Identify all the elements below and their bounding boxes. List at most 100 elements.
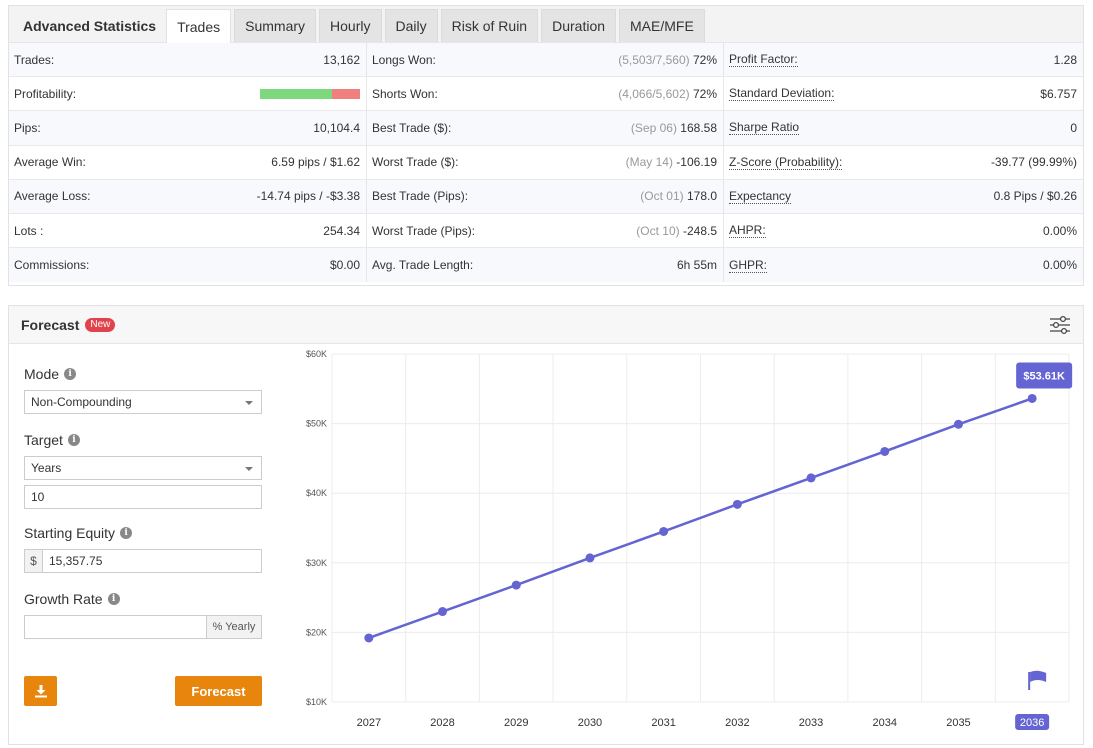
starting-equity-value: 15,357.75: [49, 554, 103, 568]
stat-label: Average Win:: [14, 155, 86, 170]
stat-label: Avg. Trade Length:: [372, 258, 474, 273]
stat-label: Pips:: [14, 120, 41, 135]
mode-select[interactable]: Non-Compounding: [24, 390, 262, 414]
end-value-callout: [1016, 362, 1073, 389]
x-axis-ticks: 2027 2028 2029 2030 2031 2032 2033 2034 2035 2036: [357, 714, 1050, 730]
stat-value: 6h 55m: [676, 258, 717, 273]
tab-duration[interactable]: Duration: [541, 9, 617, 42]
data-point: [953, 419, 963, 429]
info-icon[interactable]: i: [107, 593, 120, 605]
stat-label-help[interactable]: Standard Deviation:: [729, 86, 835, 102]
stat-row-expectancy: Expectancy 0.8 Pips / $0.26: [724, 179, 1083, 214]
x-tick-label: 2029: [504, 717, 528, 729]
stat-label: Best Trade (Pips):: [372, 189, 469, 204]
growth-rate-input[interactable]: % Yearly: [24, 615, 262, 639]
data-point: [1027, 393, 1037, 403]
tab-trades[interactable]: Trades: [166, 9, 232, 43]
x-tick-label: 2032: [725, 717, 749, 729]
stat-value: $0.00: [329, 258, 360, 273]
y-tick-label: $20K: [306, 627, 327, 637]
stat-label: Longs Won:: [372, 52, 436, 67]
tab-risk-of-ruin[interactable]: Risk of Ruin: [440, 9, 539, 42]
y-axis-ticks: $10K $20K $30K $40K $50K $60K: [306, 349, 327, 707]
stat-row-trades: Trades: 13,162: [9, 43, 366, 78]
chart-grid: [331, 353, 1070, 703]
target-unit-value: Years: [31, 461, 62, 475]
stat-label: Worst Trade ($):: [372, 155, 459, 170]
target-label: Target i: [24, 431, 264, 449]
tab-mae-mfe[interactable]: MAE/MFE: [619, 9, 705, 42]
forecast-series: [364, 393, 1037, 643]
target-label-text: Target: [24, 432, 63, 448]
forecast-line: [368, 397, 1033, 640]
target-value-input[interactable]: 10: [24, 485, 262, 509]
end-value-label: $53.61K: [1023, 370, 1065, 382]
stat-label: Lots :: [14, 223, 44, 238]
stat-label-help[interactable]: GHPR:: [729, 257, 768, 273]
x-tick-label: 2028: [430, 717, 454, 729]
stat-label-help[interactable]: Expectancy: [729, 188, 792, 204]
advanced-statistics-panel: Advanced Statistics Trades Summary Hourl…: [8, 5, 1084, 286]
stat-row-lots: Lots : 254.34: [9, 214, 366, 249]
stat-value: 1.28: [1053, 52, 1077, 67]
download-button[interactable]: [24, 676, 57, 706]
flag-icon: [1030, 670, 1047, 682]
stat-label-help[interactable]: Sharpe Ratio: [729, 120, 800, 136]
stat-label: Profitability:: [14, 86, 77, 101]
tab-hourly[interactable]: Hourly: [319, 9, 382, 42]
stat-row-average-loss: Average Loss: -14.74 pips / -$3.38: [9, 179, 366, 214]
stats-title: Advanced Statistics: [23, 17, 157, 34]
data-point: [364, 633, 374, 643]
settings-sliders-icon[interactable]: [1049, 315, 1071, 335]
stat-row-profit-factor: Profit Factor: 1.28: [724, 43, 1083, 78]
x-tick-label: 2035: [946, 717, 970, 729]
y-tick-label: $50K: [306, 419, 327, 429]
stat-label: Shorts Won:: [372, 86, 438, 101]
stat-value: 0.00%: [1042, 223, 1077, 238]
download-icon: [34, 685, 47, 698]
profitability-bar: [260, 88, 360, 99]
tab-summary[interactable]: Summary: [234, 9, 317, 42]
mode-label: Mode i: [24, 365, 264, 383]
stat-label-help[interactable]: Profit Factor:: [729, 52, 798, 68]
data-point: [585, 553, 595, 563]
stat-value: -248.5: [682, 223, 717, 238]
stat-row-best-trade-usd: Best Trade ($): (Sep 06) 168.58: [367, 111, 723, 146]
growth-rate-label-text: Growth Rate: [24, 591, 103, 607]
data-point: [438, 607, 448, 617]
x-tick-label: 2030: [578, 717, 602, 729]
tab-daily[interactable]: Daily: [384, 9, 438, 42]
starting-equity-label: Starting Equity i: [24, 524, 264, 542]
x-tick-label: 2031: [651, 717, 675, 729]
stat-value: $6.757: [1040, 86, 1077, 101]
data-point: [732, 499, 742, 509]
target-value-text: 10: [31, 490, 45, 504]
stat-detail: (Sep 06): [630, 120, 677, 135]
stat-label-help[interactable]: Z-Score (Probability):: [729, 154, 843, 170]
data-point: [511, 580, 521, 590]
stat-value: 0.8 Pips / $0.26: [993, 189, 1077, 204]
x-tick-label: 2033: [799, 717, 823, 729]
y-tick-label: $10K: [306, 697, 327, 707]
stat-value: 10,104.4: [313, 120, 360, 135]
data-point: [880, 446, 890, 456]
new-badge: New: [85, 317, 116, 332]
stat-label-help[interactable]: AHPR:: [729, 223, 766, 239]
stat-label: Best Trade ($):: [372, 120, 452, 135]
stat-value: 72%: [692, 52, 717, 67]
chevron-down-icon: [245, 467, 253, 471]
stat-row-sharpe-ratio: Sharpe Ratio 0: [724, 111, 1083, 146]
data-point: [659, 526, 669, 536]
starting-equity-input[interactable]: $ 15,357.75: [24, 549, 262, 573]
info-icon[interactable]: i: [120, 527, 133, 539]
forecast-button[interactable]: Forecast: [175, 676, 262, 706]
stat-label: Trades:: [14, 52, 55, 67]
stat-label: Commissions:: [14, 258, 90, 273]
info-icon[interactable]: i: [64, 368, 77, 380]
target-unit-select[interactable]: Years: [24, 456, 262, 480]
stat-value: 178.0: [686, 189, 717, 204]
info-icon[interactable]: i: [67, 434, 80, 446]
stat-detail: (4,066/5,602): [618, 86, 690, 101]
chevron-down-icon: [245, 401, 253, 405]
stat-value: 13,162: [323, 52, 360, 67]
